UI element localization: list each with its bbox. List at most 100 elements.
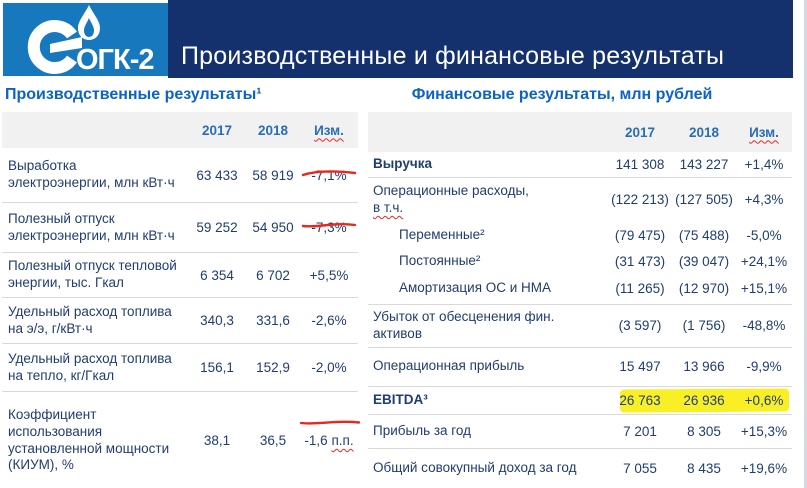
g-mark-icon	[27, 20, 82, 74]
row-label: Амортизация ОС и НМА	[399, 280, 552, 296]
value-2018: 36,5	[259, 433, 287, 448]
row-label: Полезный отпуск электроэнергии, млн кВт·…	[8, 210, 175, 243]
table-row: Коэффициент использования установленной …	[2, 392, 361, 488]
table-row: Удельный расход топлива на э/э, г/кВт·ч …	[2, 298, 358, 344]
row-label: Переменные²	[399, 226, 485, 242]
value-2017: 38,1	[203, 433, 231, 448]
table-row: Амортизация ОС и НМА (11 265) (12 970) +…	[368, 274, 792, 305]
row-label: Полезный отпуск тепловой энергии, тыс. Г…	[8, 258, 177, 290]
value-2017: (11 265)	[615, 281, 665, 297]
value-2017: 15 497	[619, 359, 661, 375]
value-2018: (12 970)	[678, 281, 730, 297]
value-change: -7,3%	[300, 220, 358, 235]
table-row: Удельный расход топлива на тепло, кг/Гка…	[2, 344, 358, 392]
value-change: +24,1%	[740, 253, 788, 269]
column-header-2018: 2018	[688, 124, 720, 140]
value-2018: 58 919	[252, 167, 294, 183]
value-2017: 6 354	[200, 267, 234, 283]
red-pen-underline-icon	[301, 169, 357, 176]
value-2017: 59 252	[196, 220, 238, 235]
corner-cell	[2, 112, 188, 148]
value-2018: (127 505)	[675, 192, 733, 208]
value-change: -2,6%	[311, 313, 347, 328]
value-change: +5,5%	[309, 267, 349, 283]
row-label: Операционная прибыль	[373, 358, 525, 374]
table-row: Выработка электроэнергии, млн кВт·ч 63 4…	[2, 148, 358, 203]
table-row: Постоянные² (31 473) (39 047) +24,1%	[368, 249, 792, 274]
value-change: +4,3%	[744, 192, 784, 208]
value-2017: (79 475)	[614, 227, 666, 243]
table-row: Общий совокупный доход за год 7 055 8 43…	[368, 449, 792, 488]
value-2018: 6 702	[256, 267, 290, 283]
column-header-change: Изм.	[314, 122, 344, 138]
value-2018: 152,9	[256, 360, 290, 375]
row-label: Удельный расход топлива на э/э, г/кВт·ч	[8, 303, 172, 336]
value-2018: 143 227	[679, 156, 729, 172]
table-row: Переменные² (79 475) (75 488) -5,0%	[368, 222, 792, 249]
value-2017: 26 763	[619, 392, 661, 408]
value-2017: (3 597)	[618, 318, 662, 334]
table-row: Операционная прибыль 15 497 13 966 -9,9%	[368, 348, 792, 387]
value-2017: 7 201	[623, 423, 657, 439]
value-2017: 156,1	[200, 360, 234, 375]
value-change: -5,0%	[746, 227, 782, 243]
table-row: Прибыль за год 7 201 8 305 +15,3%	[368, 415, 792, 449]
table-row: Выручка 141 308 143 227 +1,4%	[368, 152, 792, 178]
company-logo: ОГК-2	[3, 3, 168, 76]
row-label: Общий совокупный доход за год	[373, 459, 577, 475]
column-header-2017: 2017	[624, 124, 656, 140]
row-label: Выручка	[373, 156, 432, 171]
production-table: 2017 2018 Изм. Выработка электроэнергии,…	[2, 112, 361, 488]
value-2017: (31 473)	[614, 253, 666, 269]
value-2018: 331,6	[256, 313, 290, 328]
value-change: +15,1%	[740, 281, 788, 297]
value-2018: 8 435	[687, 460, 721, 476]
value-2018: (75 488)	[678, 227, 730, 243]
value-2017: 141 308	[615, 156, 665, 172]
value-2017: 340,3	[200, 313, 234, 328]
financial-table: 2017 2018 Изм. Выручка 141 308 143 227 +…	[368, 112, 792, 488]
value-change: -9,9%	[746, 359, 782, 375]
page-title: Производственные и финансовые результаты	[181, 42, 725, 70]
corner-cell	[368, 112, 608, 152]
value-2018: 8 305	[687, 423, 721, 439]
row-label: Выработка электроэнергии, млн кВт·ч	[8, 158, 175, 190]
value-change: -2,0%	[311, 360, 347, 375]
production-table-header: 2017 2018 Изм.	[2, 112, 358, 148]
red-pen-underline-icon	[301, 222, 357, 228]
value-change: +19,6%	[740, 460, 788, 476]
column-header-change: Изм.	[749, 124, 779, 140]
column-header-2018: 2018	[257, 122, 289, 138]
value-2018: (1 756)	[682, 318, 726, 334]
row-label: Постоянные²	[399, 252, 481, 268]
value-2017: 7 055	[623, 460, 657, 476]
value-change: +1,4%	[744, 156, 784, 172]
table-row-ebitda: EBITDA³ 26 763 26 936 +0,6%	[368, 387, 792, 415]
row-label: Операционные расходы, в т.ч.	[373, 183, 529, 215]
table-row: Полезный отпуск электроэнергии, млн кВт·…	[2, 203, 358, 253]
ogk2-logo-graphic: ОГК-2	[27, 5, 154, 76]
row-label: EBITDA³	[373, 391, 428, 407]
value-2017: (122 213)	[611, 192, 669, 208]
value-change: -1,6 п.п.	[299, 420, 361, 448]
column-header-2017: 2017	[201, 122, 233, 138]
value-change: -7,1%	[300, 168, 358, 183]
row-label: Удельный расход топлива на тепло, кг/Гка…	[8, 350, 172, 383]
value-2018: 13 966	[683, 359, 725, 375]
table-row: Убыток от обесценения фин. активов (3 59…	[368, 305, 792, 348]
table-row: Полезный отпуск тепловой энергии, тыс. Г…	[2, 253, 358, 298]
production-section-title: Производственные результаты¹	[5, 86, 262, 103]
value-change: +0,6%	[744, 392, 784, 408]
value-2018: (39 047)	[678, 253, 730, 269]
value-2017: 63 433	[196, 167, 238, 183]
value-2018: 26 936	[683, 392, 725, 408]
financial-section-title: Финансовые результаты, млн рублей	[411, 86, 713, 103]
logo-text: ОГК-2	[76, 44, 153, 76]
table-row: Операционные расходы, в т.ч. (122 213) (…	[368, 178, 792, 222]
value-2018: 54 950	[252, 220, 294, 235]
flame-icon	[78, 5, 100, 40]
red-pen-underline-icon	[299, 420, 361, 425]
title-bar: Производственные и финансовые результаты	[168, 0, 793, 78]
value-change: -48,8%	[742, 318, 786, 334]
